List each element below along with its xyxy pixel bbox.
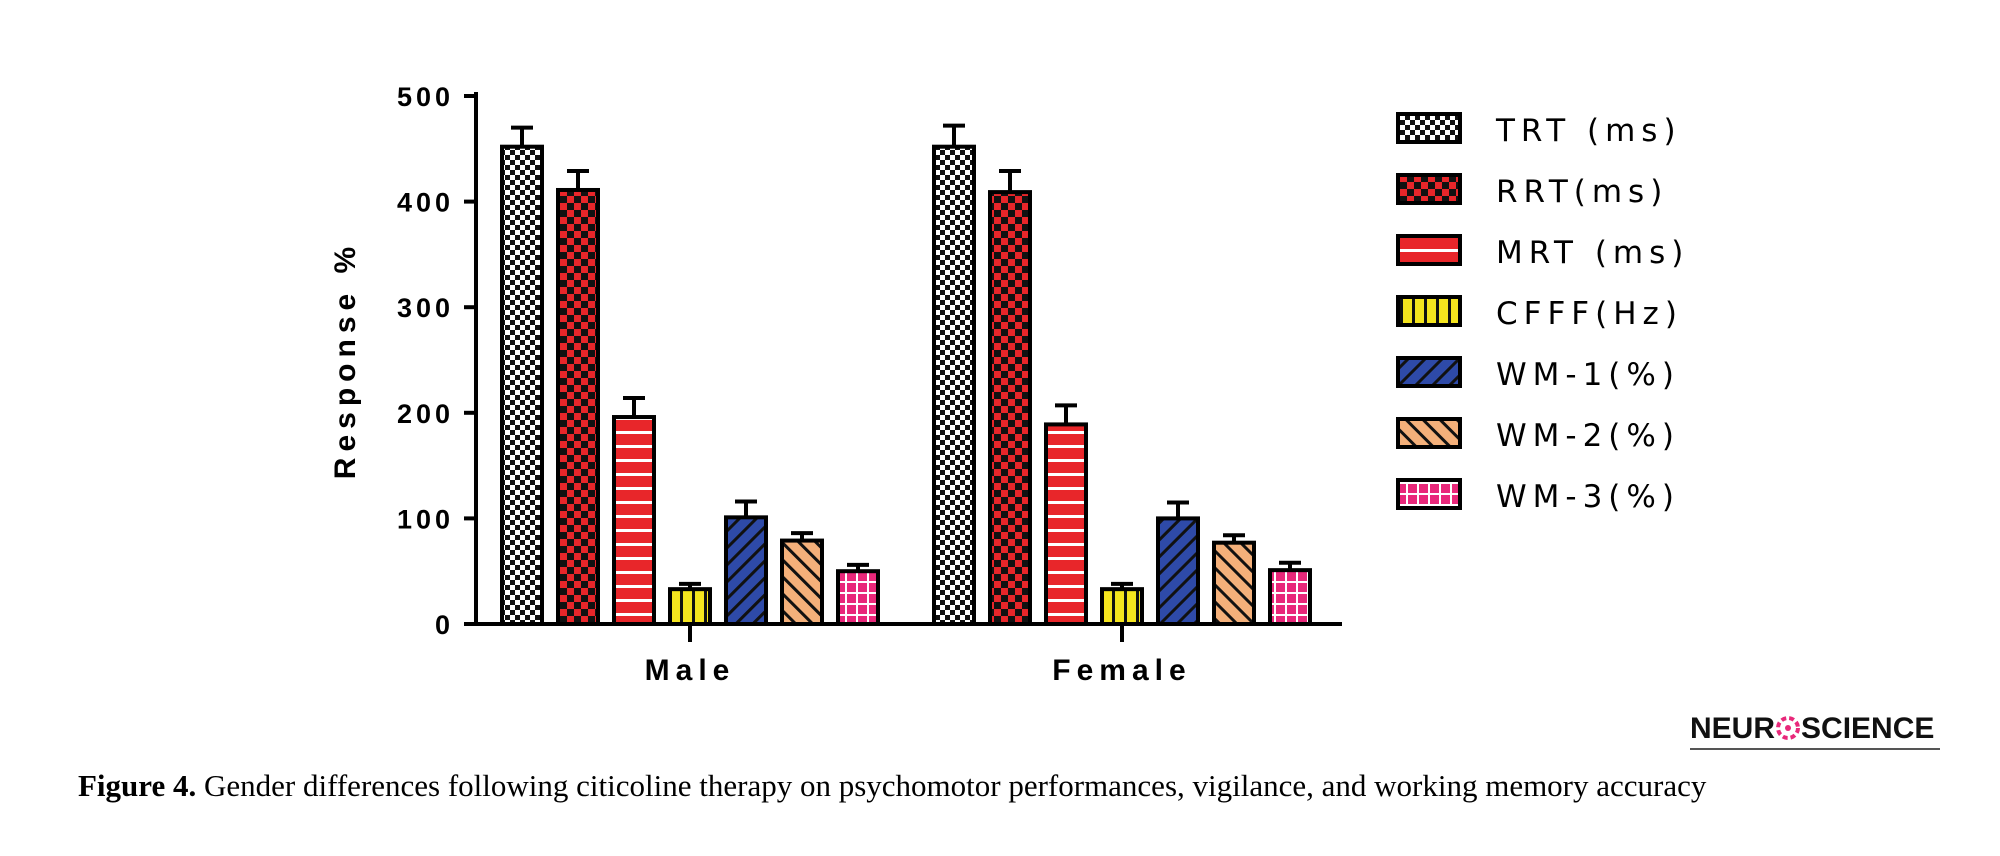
caption-label: Figure 4. [78,768,197,803]
legend-label: MRT (ms) [1496,235,1689,271]
legend-swatch [1396,112,1462,144]
bar [724,515,768,626]
legend-swatch [1396,356,1462,388]
bar [1268,568,1312,626]
bar [1212,540,1256,626]
bar [612,415,656,626]
legend-swatch [1396,417,1462,449]
logo-text-right: SCIENCE [1801,712,1935,745]
neuroscience-logo: NEUR SCIENCE [1690,712,1934,746]
bar [988,190,1032,626]
bar [1100,587,1144,626]
legend-swatch [1396,234,1462,266]
legend-label: WM-3(%) [1496,479,1680,515]
caption-text: Gender differences following citicoline … [196,768,1707,803]
y-tick-label: 0 [435,610,454,640]
logo-underline [1690,748,1940,750]
figure-caption: Figure 4. Gender differences following c… [78,768,1706,804]
legend-label: CFFF(Hz) [1496,296,1683,332]
y-axis-label: Response % [329,241,362,479]
bar [836,569,880,627]
logo-text-left: NEUR [1690,712,1776,745]
legend-label: WM-1(%) [1496,357,1680,393]
legend-label: WM-2(%) [1496,418,1680,454]
bar [500,144,544,627]
legend: TRT (ms) RRT(ms) MRT (ms) CFFF(Hz) WM-1(%) WM… [1396,112,1689,515]
legend-label: TRT (ms) [1495,113,1682,149]
legend-swatch [1396,295,1462,327]
y-tick-label: 100 [397,504,454,534]
bar [932,144,976,627]
legend-swatch [1396,478,1462,510]
bar [1156,516,1200,627]
legend-label: RRT(ms) [1496,174,1668,210]
brain-icon [1776,716,1801,740]
bar [1044,422,1088,626]
bar [668,587,712,626]
bar [780,538,824,626]
y-tick-label: 300 [397,293,454,323]
y-tick-label: 200 [397,399,454,429]
y-tick-label: 500 [397,82,454,112]
legend-swatch [1396,173,1462,205]
bar [556,187,600,626]
x-tick-label: Male [645,654,736,687]
x-tick-label: Female [1052,654,1191,687]
y-tick-label: 400 [397,188,454,218]
